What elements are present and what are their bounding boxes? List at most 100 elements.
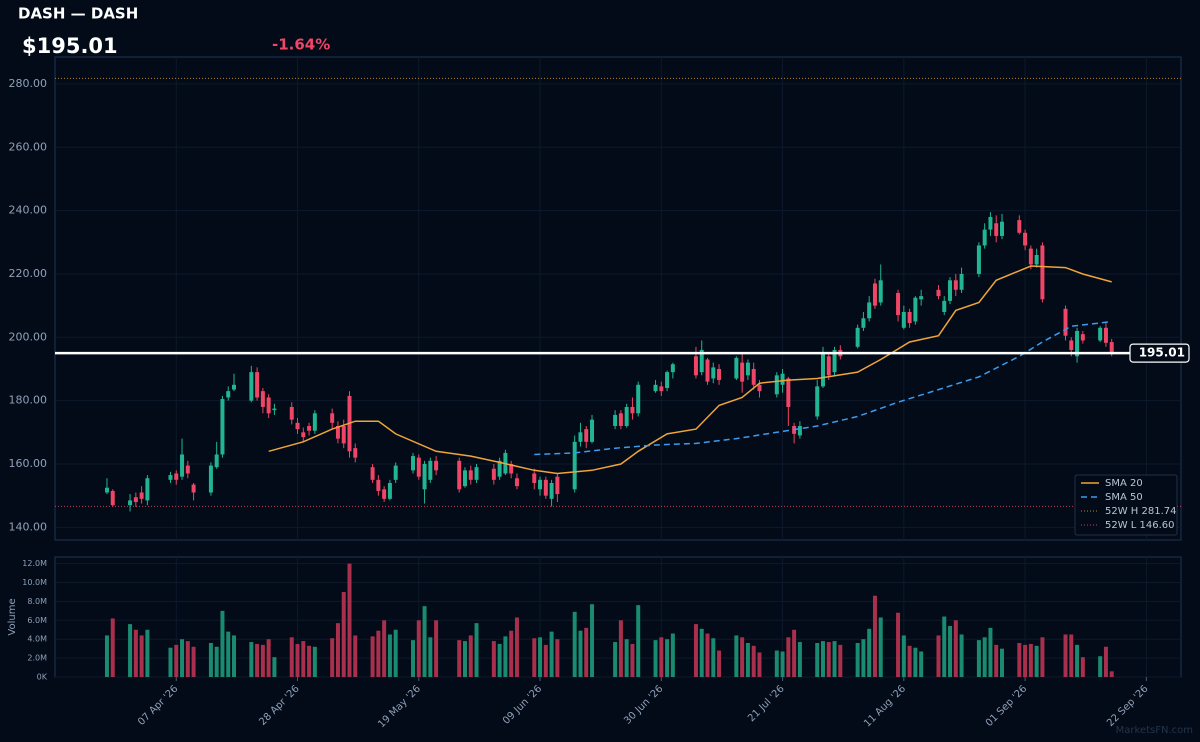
candle-body (907, 311, 912, 324)
candle-body (665, 372, 670, 388)
candle-body (636, 384, 641, 414)
volume-bar (1080, 657, 1085, 677)
candle-body (474, 467, 479, 480)
volume-bar (774, 650, 779, 677)
candle-body (422, 463, 427, 490)
volume-bar (457, 640, 462, 677)
candle-body (896, 292, 901, 316)
volume-tick-label: 0K (37, 673, 48, 682)
candle-body (249, 372, 254, 401)
volume-bar (272, 657, 277, 677)
volume-bar (751, 645, 756, 677)
volume-bar (780, 651, 785, 677)
volume-bar (260, 644, 265, 677)
candle-body (820, 353, 825, 387)
volume-bar (792, 629, 797, 677)
candle-body (532, 473, 537, 483)
candle-body (653, 384, 658, 392)
legend-label: SMA 50 (1105, 492, 1143, 503)
candle-body (613, 414, 618, 426)
candle-body (549, 482, 554, 499)
candle-body (220, 399, 225, 455)
volume-bar (711, 638, 716, 677)
y-tick-label: 160.00 (9, 457, 48, 470)
volume-bar (104, 635, 109, 677)
volume-bar (387, 634, 392, 677)
volume-tick-label: 10.0M (22, 578, 47, 587)
volume-bar (347, 563, 352, 677)
candle-body (307, 425, 312, 431)
volume-bar (468, 635, 473, 677)
candle-body (948, 280, 953, 301)
candle-body (1098, 327, 1103, 341)
volume-bar (543, 644, 548, 677)
volume-bar (139, 635, 144, 677)
volume-bar (145, 629, 150, 677)
candle-body (936, 289, 941, 297)
volume-bar (289, 637, 294, 677)
watermark: MarketsFN.com (1116, 725, 1193, 736)
volume-bar (1017, 642, 1022, 677)
candle-body (1080, 334, 1085, 341)
candle-body (468, 470, 473, 480)
candle-body (133, 497, 138, 502)
volume-bar (1023, 644, 1028, 677)
candle-body (855, 327, 860, 347)
candle-body (572, 441, 577, 490)
candle-body (699, 349, 704, 373)
candle-body (1069, 340, 1074, 350)
volume-bar (220, 610, 225, 677)
candle-body (1028, 248, 1033, 265)
volume-bar (832, 641, 837, 677)
y-tick-label: 280.00 (9, 77, 48, 90)
sma-line (268, 265, 1112, 475)
candle-body (786, 378, 791, 407)
volume-bar (428, 637, 433, 677)
candle-body (139, 492, 144, 499)
volume-bar (659, 637, 664, 677)
candle-body (1023, 232, 1028, 246)
candle-body (1017, 220, 1022, 233)
volume-bar (208, 642, 213, 677)
volume-bar (1028, 643, 1033, 677)
candle-body (491, 468, 496, 480)
candle-body (659, 386, 664, 392)
volume-bar (191, 646, 196, 677)
volume-bar (434, 620, 439, 677)
volume-bar (740, 637, 745, 677)
last-price-label: 195.01 (1139, 346, 1185, 360)
volume-bar (988, 627, 993, 677)
y-tick-label: 240.00 (9, 204, 48, 217)
volume-bar (1103, 646, 1108, 677)
volume-bar (653, 640, 658, 677)
volume-bar (670, 633, 675, 677)
candle-body (180, 454, 185, 477)
volume-tick-label: 2.0M (27, 654, 47, 663)
price-text: $195.01 (22, 34, 118, 58)
legend-label: 52W L 146.60 (1105, 520, 1175, 531)
overlay: 195.01 SMA 20 SMA 50 52W H 281.74 52W L 146.… (55, 343, 1190, 536)
candle-body (497, 460, 502, 477)
volume-bar (255, 643, 260, 677)
candle-body (208, 465, 213, 493)
volume-axis-label: Volume (7, 598, 18, 635)
volume-bar (549, 631, 554, 677)
volume-bar (214, 646, 219, 677)
y-tick-label: 220.00 (9, 267, 48, 280)
volume-bar (693, 624, 698, 677)
candle-body (976, 245, 981, 274)
candle-body (128, 500, 133, 506)
volume-tick-label: 12.0M (22, 559, 47, 568)
candle-body (191, 484, 196, 493)
volume-bar (919, 651, 924, 677)
candle-body (393, 465, 398, 480)
volume-bar (907, 645, 912, 677)
volume-bar (786, 637, 791, 677)
candle-body (959, 273, 964, 290)
volume-bar (353, 635, 358, 677)
candle-body (693, 356, 698, 376)
marks (55, 77, 1181, 677)
volume-bar (878, 617, 883, 677)
volume-bar (896, 612, 901, 677)
candle-body (411, 456, 416, 471)
